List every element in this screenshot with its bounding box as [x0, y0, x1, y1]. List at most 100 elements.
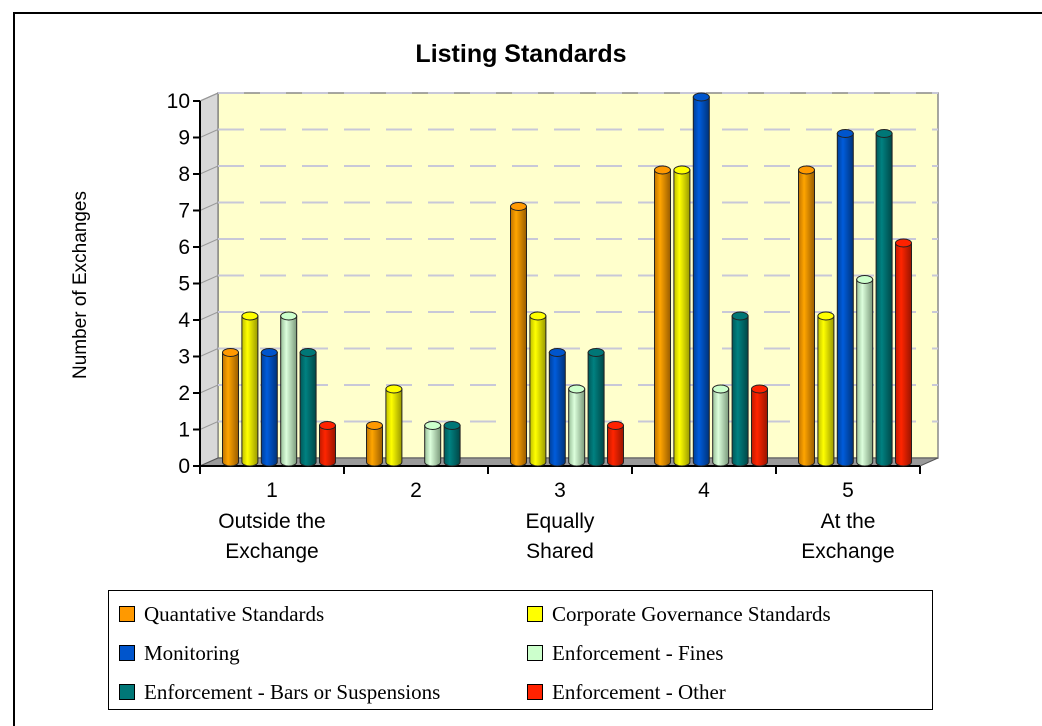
bar	[280, 315, 298, 467]
gridline-side	[199, 421, 219, 430]
bar-top	[260, 348, 278, 357]
x-category-label: Outside the	[218, 510, 325, 533]
bar-top	[510, 202, 527, 211]
bar-top	[836, 129, 854, 138]
y-tick-label: 1	[178, 419, 190, 442]
gridline-side	[199, 275, 219, 284]
legend-item: Enforcement - Bars or Suspensions	[119, 679, 440, 705]
legend-swatch	[119, 606, 135, 622]
bar-top	[548, 348, 566, 357]
bar	[587, 352, 605, 467]
chart-frame	[13, 12, 1042, 726]
bar	[366, 425, 383, 467]
bar-top	[424, 421, 442, 430]
x-category-label: 4	[698, 479, 710, 502]
bar	[548, 352, 566, 467]
x-category-label: 3	[554, 479, 566, 502]
gridline-side	[199, 92, 219, 102]
y-tick-label: 7	[178, 200, 190, 223]
bar-top	[751, 384, 768, 394]
bar	[798, 169, 815, 467]
bar-top	[875, 129, 893, 138]
x-category-label: Equally	[526, 510, 595, 533]
legend-swatch	[527, 684, 543, 700]
legend-item: Monitoring	[119, 640, 240, 666]
bar-top	[385, 384, 403, 394]
gridline-side	[199, 202, 219, 211]
bar	[260, 352, 278, 467]
y-tick-label: 8	[178, 163, 190, 186]
legend-label: Enforcement - Bars or Suspensions	[144, 679, 441, 704]
bar-top	[654, 165, 671, 175]
legend: Quantative Standards Corporate Governance…	[108, 590, 933, 710]
gridline-side	[199, 129, 219, 138]
x-category-label: Exchange	[801, 540, 894, 563]
bar	[299, 352, 317, 467]
bar	[895, 242, 912, 467]
bar-top	[568, 384, 586, 394]
bar	[424, 425, 442, 467]
bar-top	[529, 311, 547, 321]
bar-top	[798, 165, 815, 175]
y-tick-label: 3	[178, 346, 190, 369]
bar	[692, 96, 710, 467]
bar	[654, 169, 671, 467]
bar	[856, 279, 874, 467]
bar-top	[587, 348, 605, 357]
bar	[510, 206, 527, 467]
legend-item: Corporate Governance Standards	[527, 601, 831, 627]
y-tick-label: 10	[167, 90, 190, 113]
legend-label: Corporate Governance Standards	[552, 601, 831, 626]
x-category-label: 1	[266, 479, 278, 502]
y-axis-label: Number of Exchanges	[70, 191, 91, 379]
legend-item: Enforcement - Fines	[527, 640, 723, 666]
chart-title: Listing Standards	[415, 40, 626, 68]
bar-top	[673, 165, 691, 175]
gridline-side	[199, 384, 219, 394]
legend-label: Monitoring	[144, 640, 240, 665]
bar-top	[222, 348, 239, 357]
plot-area: 0 1 2 3 4 5 6 7 8 9 10 1 Outside the Exchange 2 3 Equall…	[167, 90, 939, 563]
bar	[529, 315, 547, 467]
bar-top	[712, 384, 730, 394]
x-category-label: 2	[410, 479, 422, 502]
bar-top	[731, 311, 749, 321]
bar-top	[366, 421, 383, 430]
bar	[222, 352, 239, 467]
bar	[319, 425, 336, 467]
y-tick-label: 4	[178, 309, 190, 332]
legend-label: Enforcement - Fines	[552, 640, 724, 665]
bar	[875, 133, 893, 467]
bar-top	[319, 421, 336, 430]
legend-swatch	[527, 645, 543, 661]
bar	[443, 425, 461, 467]
gridline-side	[199, 311, 219, 321]
bar-top	[241, 311, 259, 321]
bar-top	[443, 421, 461, 430]
legend-swatch	[119, 645, 135, 661]
bar	[731, 315, 749, 467]
y-tick-label: 0	[178, 455, 190, 478]
bar-top	[692, 92, 710, 102]
bar	[385, 388, 403, 467]
bar	[568, 388, 586, 467]
legend-item: Quantative Standards	[119, 601, 324, 627]
bar-top	[856, 275, 874, 284]
bar-top	[299, 348, 317, 357]
gridline-side	[199, 165, 219, 175]
bar	[836, 133, 854, 467]
x-category-label: Exchange	[225, 540, 318, 563]
bar	[673, 169, 691, 467]
y-tick-label: 2	[178, 382, 190, 405]
legend-item: Enforcement - Other	[527, 679, 726, 705]
gridline-side	[199, 238, 219, 248]
gridline-side	[199, 348, 219, 357]
y-tick-label: 6	[178, 236, 190, 259]
bar-top	[607, 421, 624, 430]
x-category-label: At the	[821, 510, 876, 533]
bar	[241, 315, 259, 467]
legend-swatch	[119, 684, 135, 700]
legend-label: Quantative Standards	[144, 601, 325, 626]
bar-top	[817, 311, 835, 321]
